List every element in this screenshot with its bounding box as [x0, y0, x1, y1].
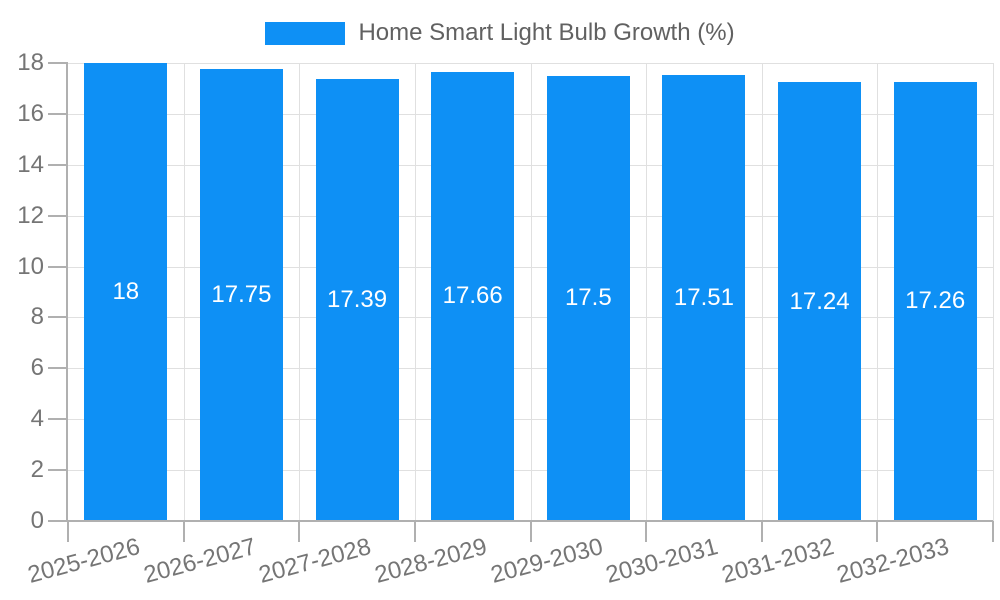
- bar: 17.75: [199, 69, 283, 521]
- y-tick-label: 4: [30, 405, 44, 433]
- gridline-vertical: [183, 63, 185, 521]
- bar: 17.51: [662, 75, 746, 521]
- bar-value-label: 17.51: [673, 284, 734, 312]
- bar-value-label: 18: [112, 278, 140, 305]
- gridline-vertical: [530, 63, 532, 521]
- x-tick-label: 2028-2029: [371, 533, 490, 589]
- legend-swatch: [265, 21, 346, 45]
- bar-value-label: 17.5: [564, 284, 612, 312]
- x-axis-tick: [67, 521, 69, 542]
- gridline-vertical: [414, 63, 416, 521]
- x-tick-label: 2026-2027: [140, 533, 259, 589]
- x-tick-label: 2025-2026: [24, 533, 143, 589]
- x-tick-label: 2032-2033: [834, 533, 953, 589]
- x-axis-tick: [529, 521, 532, 542]
- plot-area: 18 17.75 17.39 17.66 17.5 17.51 17.24 17.26 0 2 4 6…: [17, 50, 994, 589]
- x-tick-label: 2031-2032: [718, 533, 837, 589]
- y-axis-tick: [48, 112, 68, 115]
- bar-value-label: 17.75: [211, 281, 272, 309]
- y-tick-label: 18: [17, 49, 44, 76]
- y-tick-label: 14: [17, 150, 44, 178]
- bar: 17.24: [778, 82, 862, 521]
- gridline-vertical: [877, 63, 879, 521]
- y-axis-tick: [48, 265, 68, 268]
- bar-value-label: 17.24: [789, 287, 850, 315]
- gridline-vertical: [646, 63, 648, 521]
- x-tick-label: 2027-2028: [256, 533, 375, 589]
- y-tick-label: 8: [30, 303, 44, 331]
- x-axis-tick: [760, 521, 763, 542]
- legend-label: Home Smart Light Bulb Growth (%): [358, 19, 735, 46]
- x-axis-tick: [182, 521, 185, 542]
- bar: 17.39: [315, 78, 399, 521]
- gridline-vertical: [299, 63, 301, 521]
- y-axis-tick: [48, 62, 68, 64]
- y-axis-tick: [48, 520, 68, 522]
- y-axis-line: [66, 63, 68, 521]
- legend: Home Smart Light Bulb Growth (%): [0, 19, 1000, 47]
- gridline-vertical: [761, 63, 763, 521]
- y-tick-label: 16: [17, 99, 44, 127]
- bar: 17.26: [893, 81, 977, 521]
- x-axis-tick: [413, 521, 416, 542]
- y-tick-label: 2: [30, 456, 44, 484]
- y-axis-tick: [48, 163, 68, 166]
- y-axis-tick: [48, 469, 68, 472]
- x-axis-tick: [992, 521, 994, 542]
- bar: 18: [84, 63, 168, 521]
- x-tick-label: 2029-2030: [487, 533, 606, 589]
- bar-value-label: 17.26: [905, 287, 966, 315]
- y-tick-label: 0: [30, 507, 44, 534]
- y-tick-label: 12: [17, 201, 44, 229]
- bar-value-label: 17.66: [442, 282, 503, 310]
- x-axis-tick: [298, 521, 301, 542]
- y-axis-tick: [48, 418, 68, 421]
- bar: 17.5: [546, 75, 630, 521]
- gridline-vertical: [993, 63, 994, 521]
- x-tick-label: 2030-2031: [603, 533, 721, 589]
- bar: 17.66: [431, 71, 515, 521]
- y-axis-tick: [48, 367, 68, 370]
- y-axis-tick: [48, 316, 68, 319]
- y-tick-label: 10: [17, 252, 44, 280]
- y-tick-label: 6: [30, 354, 44, 382]
- x-axis-tick: [645, 521, 648, 542]
- bar-value-label: 17.39: [327, 285, 388, 313]
- x-axis-tick: [876, 521, 879, 542]
- y-axis-tick: [48, 214, 68, 217]
